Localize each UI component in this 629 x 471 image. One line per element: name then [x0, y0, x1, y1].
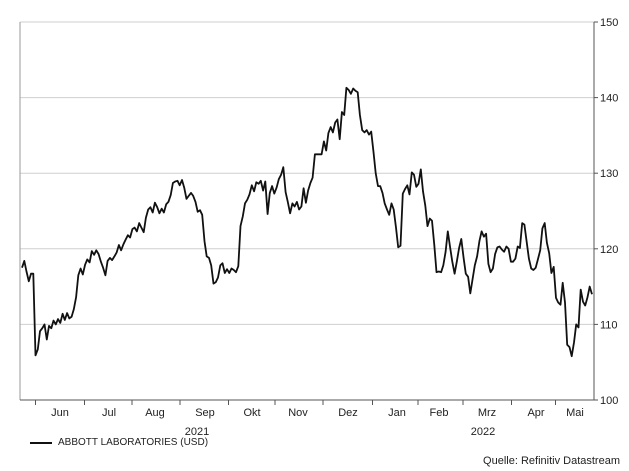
x-tick-label: Dez [338, 407, 358, 419]
x-tick-label: Jan [388, 407, 406, 419]
y-tick-label: 110 [600, 319, 618, 331]
x-tick-label: Mrz [478, 407, 496, 419]
x-tick-label: Jun [51, 407, 69, 419]
series-layer [21, 86, 593, 358]
x-tick-label: Jul [102, 407, 116, 419]
y-tick-label: 150 [600, 17, 618, 29]
source-note: Quelle: Refinitiv Datastream [483, 455, 620, 467]
gridlines [20, 21, 594, 325]
x-tick-label: Sep [195, 407, 215, 419]
y-tick-label: 140 [600, 93, 618, 105]
x-year-label: 2022 [471, 426, 495, 438]
y-tick-label: 130 [600, 168, 618, 180]
x-tick-label: Mai [566, 407, 584, 419]
series-line [21, 86, 593, 358]
legend-swatch [30, 441, 52, 444]
x-tick-label: Aug [145, 407, 165, 419]
x-tick-label: Nov [288, 407, 308, 419]
x-year-label: 2021 [185, 426, 209, 438]
legend-label: ABBOTT LABORATORIES (USD) [58, 437, 209, 448]
x-tick-label: Okt [243, 407, 260, 419]
x-tick-label: Feb [430, 407, 449, 419]
x-axis-ticks: Jun Jul Aug Sep Okt Nov Dez Jan Feb Mrz Apr Mai 2021… [35, 400, 584, 438]
y-tick-label: 120 [600, 244, 618, 256]
y-axis-ticks: 100 110 120 130 140 150 [594, 17, 618, 407]
x-tick-label: Apr [527, 407, 544, 419]
legend: ABBOTT LABORATORIES (USD) [30, 437, 208, 448]
plot-frame [19, 22, 595, 401]
y-tick-label: 100 [600, 395, 618, 407]
